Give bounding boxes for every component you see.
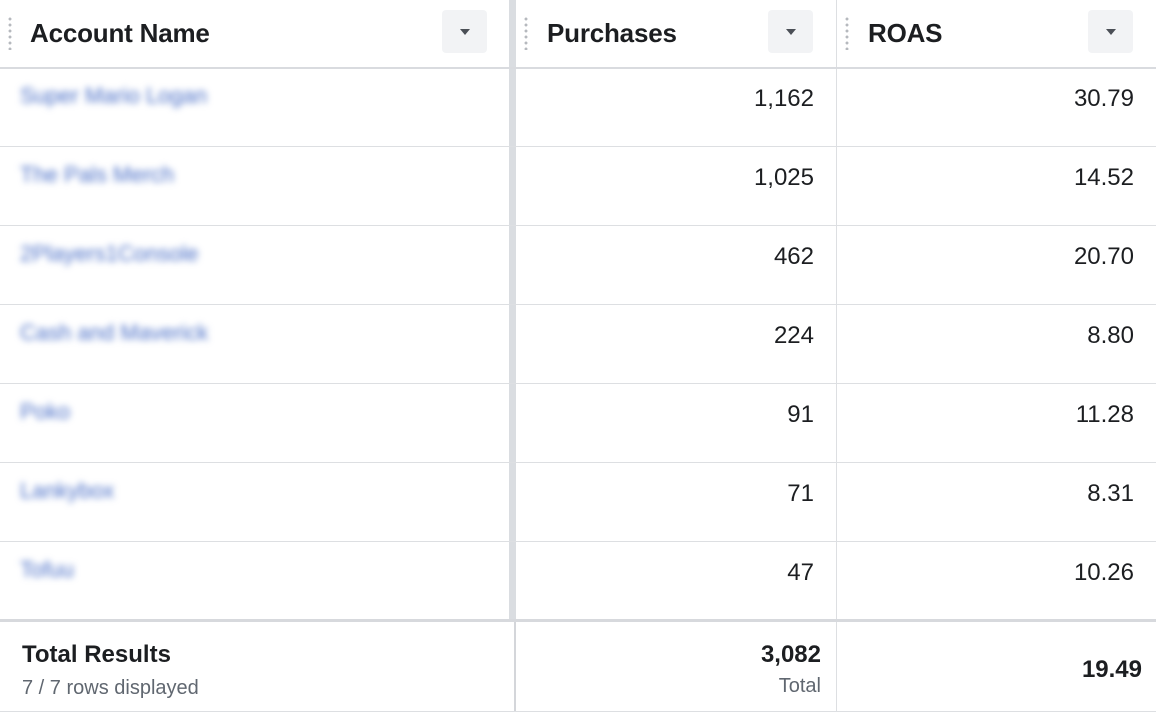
rows-displayed-count: 7 / 7 rows displayed — [22, 677, 199, 699]
purchases-value: 71 — [787, 480, 814, 507]
purchases-value: 91 — [787, 401, 814, 428]
account-name-sort-dropdown[interactable] — [442, 10, 487, 53]
footer-divider-line — [0, 619, 1156, 622]
table-row: 2Players1Console 462 20.70 — [0, 227, 1156, 306]
account-name-link[interactable]: Lankybox — [20, 478, 115, 503]
roas-value: 11.28 — [1075, 401, 1134, 428]
roas-sort-dropdown[interactable] — [1088, 10, 1133, 53]
row-divider — [0, 383, 1156, 384]
roas-value: 14.52 — [1073, 164, 1134, 191]
roas-value: 8.80 — [1087, 322, 1134, 349]
row-divider — [0, 541, 1156, 542]
drag-handle-icon[interactable] — [845, 16, 849, 50]
header-divider — [0, 67, 1156, 69]
row-divider — [0, 225, 1156, 226]
table-row: Cash and Maverick 224 8.80 — [0, 306, 1156, 385]
roas-total-value: 19.49 — [1081, 656, 1142, 683]
caret-down-icon — [459, 28, 470, 35]
account-name-link[interactable]: Super Mario Logan — [20, 83, 208, 108]
table-row: The Pals Merch 1,025 14.52 — [0, 148, 1156, 227]
purchases-total-value: 3,082 — [760, 641, 821, 668]
drag-handle-icon[interactable] — [8, 16, 12, 50]
roas-value: 8.31 — [1087, 480, 1134, 507]
purchases-value: 224 — [773, 322, 814, 349]
roas-value: 10.26 — [1073, 559, 1134, 586]
account-name-link[interactable]: The Pals Merch — [20, 162, 175, 187]
purchases-total-label: Total — [778, 675, 821, 697]
account-name-link[interactable]: Cash and Maverick — [20, 320, 209, 345]
column-header-account-name[interactable]: Account Name — [30, 18, 210, 48]
column-resize-divider[interactable] — [509, 0, 516, 621]
purchases-value: 1,025 — [753, 164, 814, 191]
account-name-link[interactable]: Tofuu — [20, 557, 74, 582]
caret-down-icon — [1105, 28, 1116, 35]
purchases-value: 47 — [787, 559, 814, 586]
purchases-value: 1,162 — [753, 85, 814, 112]
caret-down-icon — [785, 28, 796, 35]
row-divider — [0, 462, 1156, 463]
footer-divider — [514, 621, 516, 711]
column-header-roas[interactable]: ROAS — [868, 18, 943, 48]
account-name-link[interactable]: Poko — [20, 399, 71, 424]
total-results-label: Total Results — [22, 641, 171, 668]
row-divider — [0, 146, 1156, 147]
account-name-link[interactable]: 2Players1Console — [20, 241, 199, 266]
row-divider — [0, 304, 1156, 305]
drag-handle-icon[interactable] — [524, 16, 528, 50]
column-header-purchases[interactable]: Purchases — [547, 18, 677, 48]
table-row: Super Mario Logan 1,162 30.79 — [0, 69, 1156, 148]
roas-value: 20.70 — [1073, 243, 1134, 270]
table-bottom-border — [0, 711, 1156, 712]
column-divider — [836, 0, 837, 712]
purchases-value: 462 — [773, 243, 814, 270]
table-row: Lankybox 71 8.31 — [0, 464, 1156, 543]
purchases-sort-dropdown[interactable] — [768, 10, 813, 53]
table-row: Tofuu 47 10.26 — [0, 543, 1156, 622]
table-row: Poko 91 11.28 — [0, 385, 1156, 464]
roas-value: 30.79 — [1073, 85, 1134, 112]
